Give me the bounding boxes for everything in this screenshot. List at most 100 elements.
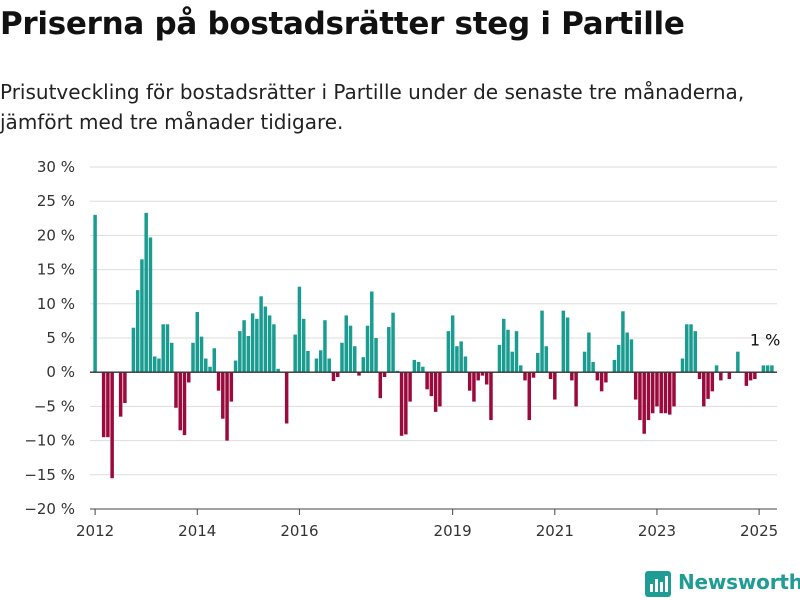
bar xyxy=(301,318,306,373)
bar xyxy=(374,338,378,373)
bar xyxy=(131,327,136,373)
bar xyxy=(642,372,646,434)
y-tick-label: 5 % xyxy=(46,329,75,347)
bar xyxy=(727,372,732,380)
bar xyxy=(561,310,566,373)
y-tick-label: 20 % xyxy=(37,226,75,244)
bar xyxy=(152,356,157,373)
bar xyxy=(331,372,336,382)
bar xyxy=(208,366,212,373)
x-tick-label: 2019 xyxy=(434,522,472,540)
bar xyxy=(93,214,97,373)
bar xyxy=(216,372,221,391)
bar xyxy=(344,315,348,373)
bar xyxy=(714,365,719,373)
bar xyxy=(306,351,310,373)
bar xyxy=(531,372,536,378)
bar xyxy=(318,350,323,373)
bar xyxy=(497,344,502,373)
bar xyxy=(719,372,723,381)
bar xyxy=(123,372,127,403)
bar xyxy=(267,315,272,373)
bar xyxy=(135,290,140,373)
bar xyxy=(514,331,519,373)
bar xyxy=(523,372,527,381)
bar xyxy=(629,339,634,373)
bar xyxy=(480,372,485,376)
bar xyxy=(565,317,570,373)
bar xyxy=(761,365,766,373)
last-value-annotation: 1 % xyxy=(750,330,780,349)
bars xyxy=(93,212,774,479)
bar xyxy=(570,372,574,381)
bar xyxy=(195,312,200,373)
chart-title: Priserna på bostadsrätter steg i Partill… xyxy=(0,6,685,42)
bar xyxy=(438,372,442,407)
bar xyxy=(702,372,706,407)
bar xyxy=(416,361,421,373)
bar xyxy=(574,372,578,407)
y-tick-label: −20 % xyxy=(24,500,75,518)
bar xyxy=(638,372,642,421)
bar xyxy=(169,342,174,373)
bar xyxy=(357,372,361,376)
bar xyxy=(599,372,604,392)
y-tick-label: 15 % xyxy=(37,261,75,279)
bar xyxy=(659,372,663,414)
bar xyxy=(476,372,480,381)
y-tick-label: 25 % xyxy=(37,192,75,210)
bar xyxy=(633,372,638,400)
bar xyxy=(272,324,276,373)
bar xyxy=(450,315,455,373)
bar xyxy=(595,372,600,381)
bar xyxy=(144,212,148,373)
bar xyxy=(667,372,672,415)
bar xyxy=(361,357,366,373)
bar xyxy=(106,372,110,438)
bar xyxy=(297,286,302,373)
bar xyxy=(501,318,506,373)
bar xyxy=(519,365,523,373)
bar xyxy=(604,372,608,383)
bar xyxy=(697,372,702,380)
bar xyxy=(157,358,161,373)
bar xyxy=(736,351,740,373)
bar xyxy=(540,310,544,373)
bar xyxy=(408,372,412,402)
bar xyxy=(140,259,144,373)
bar xyxy=(370,291,374,373)
bar xyxy=(744,372,749,386)
bar xyxy=(587,332,591,373)
bar xyxy=(378,372,383,399)
bar xyxy=(382,372,387,377)
bar xyxy=(323,320,327,373)
bar xyxy=(174,372,178,408)
bar xyxy=(284,372,289,424)
bar xyxy=(710,372,715,392)
x-tick-label: 2023 xyxy=(638,522,676,540)
bar xyxy=(238,331,242,373)
bar xyxy=(472,372,476,402)
bar xyxy=(391,312,395,373)
bar xyxy=(748,372,753,381)
bar xyxy=(387,327,391,373)
bar xyxy=(212,348,217,373)
bar xyxy=(255,318,259,373)
y-tick-label: −5 % xyxy=(34,397,75,415)
grid-lines xyxy=(90,166,777,510)
bar xyxy=(204,358,208,373)
bar xyxy=(404,372,408,435)
bar xyxy=(510,351,514,373)
bar xyxy=(484,372,489,385)
bar xyxy=(161,324,165,373)
bar xyxy=(191,342,195,373)
brand-name: Newsworthy xyxy=(678,570,800,594)
bar xyxy=(582,351,587,373)
bar xyxy=(625,332,629,373)
bar xyxy=(340,342,344,373)
bar xyxy=(693,331,698,373)
bar xyxy=(685,324,689,373)
bar xyxy=(395,370,400,373)
x-tick-label: 2016 xyxy=(280,522,318,540)
bar xyxy=(187,372,191,383)
